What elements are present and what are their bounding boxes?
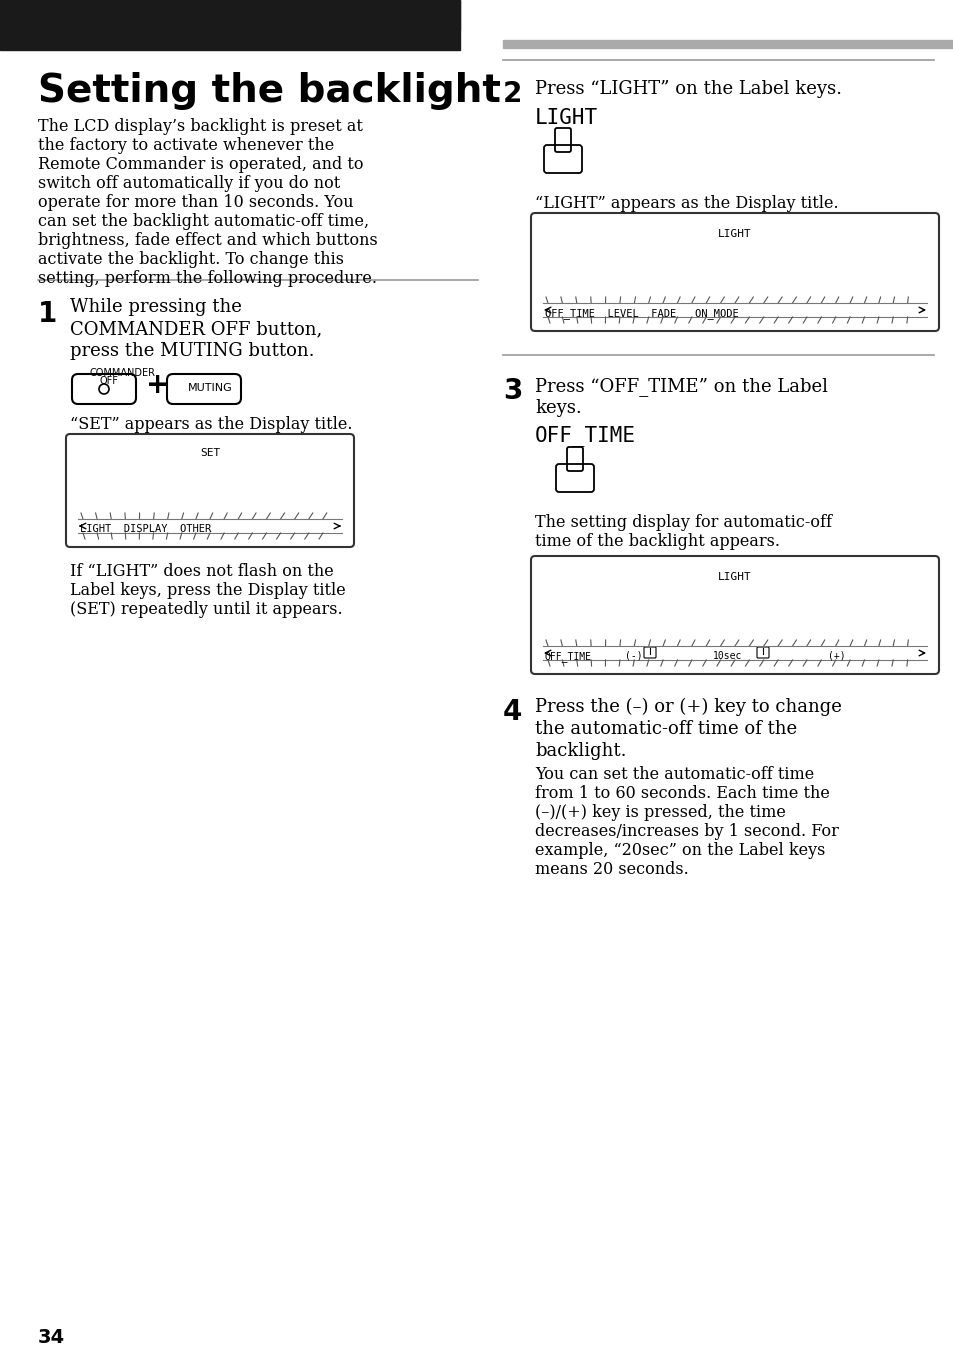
Text: (-): (-) <box>624 651 642 661</box>
Text: keys.: keys. <box>535 399 581 417</box>
Text: COMMANDER: COMMANDER <box>90 368 156 379</box>
Text: OFF_TIME: OFF_TIME <box>544 651 592 662</box>
Text: OFF_TIME  LEVEL  FADE   ON_MODE: OFF_TIME LEVEL FADE ON_MODE <box>544 308 738 319</box>
Text: Unit Settings: Unit Settings <box>38 24 140 39</box>
FancyBboxPatch shape <box>531 213 938 331</box>
Text: The setting display for automatic-off: The setting display for automatic-off <box>535 514 831 531</box>
Text: brightness, fade effect and which buttons: brightness, fade effect and which button… <box>38 232 377 248</box>
Text: means 20 seconds.: means 20 seconds. <box>535 860 688 878</box>
Text: LIGHT: LIGHT <box>718 573 751 582</box>
Text: Remote Commander is operated, and to: Remote Commander is operated, and to <box>38 156 363 172</box>
Text: LIGHT: LIGHT <box>535 109 598 128</box>
Text: OFF_TIME: OFF_TIME <box>535 425 636 446</box>
Text: +: + <box>146 370 170 399</box>
Text: backlight.: backlight. <box>535 742 626 760</box>
FancyBboxPatch shape <box>531 556 938 674</box>
Text: The LCD display’s backlight is preset at: The LCD display’s backlight is preset at <box>38 118 362 134</box>
Bar <box>0 0 459 30</box>
Text: can set the backlight automatic-off time,: can set the backlight automatic-off time… <box>38 213 369 229</box>
Text: MUTING: MUTING <box>188 383 233 394</box>
Bar <box>502 39 953 47</box>
Text: operate for more than 10 seconds. You: operate for more than 10 seconds. You <box>38 194 354 210</box>
Text: from 1 to 60 seconds. Each time the: from 1 to 60 seconds. Each time the <box>535 784 829 802</box>
Text: You can set the automatic-off time: You can set the automatic-off time <box>535 765 814 783</box>
Text: COMMANDER OFF button,: COMMANDER OFF button, <box>70 320 322 338</box>
Text: Setting the backlight: Setting the backlight <box>38 72 500 110</box>
Text: LIGHT: LIGHT <box>718 229 751 239</box>
Bar <box>0 0 459 50</box>
Text: 2: 2 <box>502 80 522 109</box>
Text: the factory to activate whenever the: the factory to activate whenever the <box>38 137 334 153</box>
Text: Label keys, press the Display title: Label keys, press the Display title <box>70 582 345 598</box>
Text: example, “20sec” on the Label keys: example, “20sec” on the Label keys <box>535 841 824 859</box>
Text: decreases/increases by 1 second. For: decreases/increases by 1 second. For <box>535 822 838 840</box>
Text: SET: SET <box>200 448 220 459</box>
Text: 4: 4 <box>502 697 522 726</box>
Text: switch off automatically if you do not: switch off automatically if you do not <box>38 175 340 191</box>
Text: 34: 34 <box>38 1329 65 1348</box>
Text: If “LIGHT” does not flash on the: If “LIGHT” does not flash on the <box>70 563 334 579</box>
Text: LIGHT  DISPLAY  OTHER: LIGHT DISPLAY OTHER <box>80 524 211 535</box>
Text: activate the backlight. To change this: activate the backlight. To change this <box>38 251 344 267</box>
Text: time of the backlight appears.: time of the backlight appears. <box>535 533 780 550</box>
Text: 3: 3 <box>502 377 522 404</box>
FancyBboxPatch shape <box>66 434 354 547</box>
Text: (+): (+) <box>827 651 844 661</box>
Text: 10sec: 10sec <box>712 651 741 661</box>
Text: (–)/(+) key is pressed, the time: (–)/(+) key is pressed, the time <box>535 803 785 821</box>
Text: Press the (–) or (+) key to change: Press the (–) or (+) key to change <box>535 697 841 716</box>
Text: Press “OFF_TIME” on the Label: Press “OFF_TIME” on the Label <box>535 377 827 396</box>
Text: 1: 1 <box>38 300 57 328</box>
Text: (SET) repeatedly until it appears.: (SET) repeatedly until it appears. <box>70 601 342 617</box>
Text: the automatic-off time of the: the automatic-off time of the <box>535 721 797 738</box>
Text: setting, perform the following procedure.: setting, perform the following procedure… <box>38 270 376 286</box>
Text: Press “LIGHT” on the Label keys.: Press “LIGHT” on the Label keys. <box>535 80 841 98</box>
Text: While pressing the: While pressing the <box>70 299 242 316</box>
Text: “LIGHT” appears as the Display title.: “LIGHT” appears as the Display title. <box>535 195 838 212</box>
Text: OFF: OFF <box>100 376 119 385</box>
Text: press the MUTING button.: press the MUTING button. <box>70 342 314 360</box>
Text: “SET” appears as the Display title.: “SET” appears as the Display title. <box>70 417 352 433</box>
